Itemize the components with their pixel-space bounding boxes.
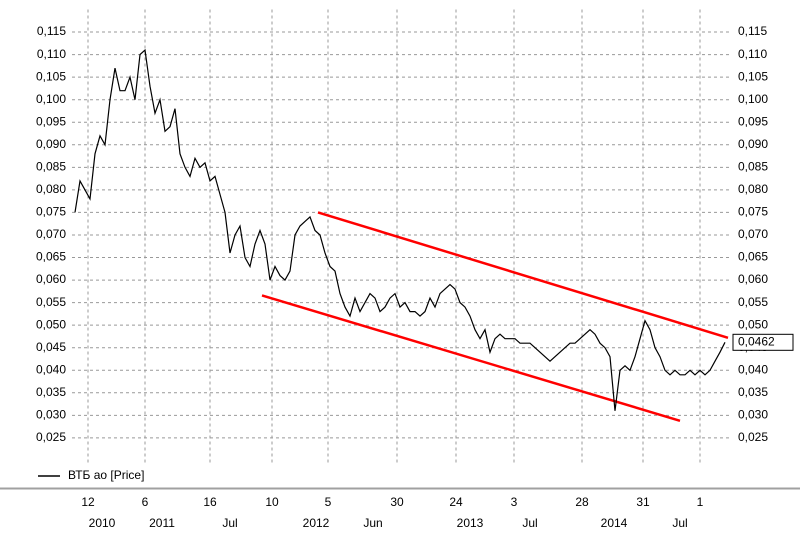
y-tick-label-right: 0,100 xyxy=(738,92,768,106)
x-tick-label: 5 xyxy=(325,495,332,509)
x-tick-label: 31 xyxy=(636,495,650,509)
y-tick-label-right: 0,075 xyxy=(738,205,768,219)
x-tick-label: 3 xyxy=(511,495,518,509)
y-tick-label: 0,040 xyxy=(36,362,66,376)
y-tick-label: 0,090 xyxy=(36,137,66,151)
y-tick-label-right: 0,040 xyxy=(738,362,768,376)
x-tick-label: 10 xyxy=(265,495,279,509)
y-tick-label: 0,045 xyxy=(36,340,66,354)
y-tick-label-right: 0,065 xyxy=(738,250,768,264)
y-tick-label: 0,115 xyxy=(37,24,66,38)
y-tick-label: 0,070 xyxy=(36,227,66,241)
x-tick-label-secondary: Jul xyxy=(522,516,537,530)
y-tick-label: 0,080 xyxy=(36,182,66,196)
last-value-box xyxy=(732,333,794,351)
y-tick-label-right: 0,030 xyxy=(738,408,768,422)
y-tick-label: 0,035 xyxy=(36,385,66,399)
line xyxy=(74,48,726,411)
x-tick-label-secondary: 2012 xyxy=(303,516,330,530)
y-tick-label-right: 0,050 xyxy=(738,317,768,331)
y-tick-label-right: 0,060 xyxy=(738,272,768,286)
x-tick-label: 24 xyxy=(449,495,463,509)
y-tick-label: 0,110 xyxy=(37,47,66,61)
x-tick-label-secondary: 2014 xyxy=(601,516,628,530)
x-tick-label-secondary: Jul xyxy=(672,516,687,530)
x-tick-label: 12 xyxy=(81,495,95,509)
x-tick-label: 28 xyxy=(575,495,589,509)
y-tick-label-right: 0,085 xyxy=(738,160,768,174)
y-tick-label-right: 0,095 xyxy=(738,114,768,128)
x-tick-label-secondary: 2010 xyxy=(89,516,116,530)
x-tick-label-secondary: 2011 xyxy=(149,516,175,530)
x-tick-label: 1 xyxy=(697,495,704,509)
legend-label: ВТБ ао [Price] xyxy=(68,468,144,482)
y-tick-label: 0,105 xyxy=(36,69,66,83)
line xyxy=(261,294,681,422)
y-tick-label-right: 0,035 xyxy=(738,385,768,399)
y-tick-label-right: 0,110 xyxy=(738,47,767,61)
y-tick-label: 0,065 xyxy=(36,250,66,264)
y-tick-label: 0,025 xyxy=(36,430,66,444)
y-tick-label: 0,055 xyxy=(36,295,66,309)
x-tick-label-secondary: Jun xyxy=(363,516,382,530)
x-tick-label: 6 xyxy=(142,495,149,509)
x-tick-label-secondary: Jul xyxy=(222,516,237,530)
y-tick-label-right: 0,025 xyxy=(738,430,768,444)
y-tick-label: 0,050 xyxy=(36,317,66,331)
y-tick-label: 0,085 xyxy=(36,160,66,174)
y-tick-label-right: 0,080 xyxy=(738,182,768,196)
y-tick-label: 0,095 xyxy=(36,114,66,128)
y-tick-label: 0,060 xyxy=(36,272,66,286)
y-tick-label-right: 0,115 xyxy=(738,24,767,38)
y-tick-label: 0,030 xyxy=(36,408,66,422)
y-tick-label-right: 0,070 xyxy=(738,227,768,241)
y-tick-label-right: 0,055 xyxy=(738,295,768,309)
x-tick-label: 30 xyxy=(390,495,404,509)
line xyxy=(317,211,729,339)
x-tick-label-secondary: 2013 xyxy=(457,516,484,530)
y-tick-label-right: 0,090 xyxy=(738,137,768,151)
y-tick-label: 0,075 xyxy=(36,205,66,219)
y-tick-label: 0,100 xyxy=(36,92,66,106)
y-tick-label-right: 0,105 xyxy=(738,69,768,83)
x-tick-label: 16 xyxy=(203,495,217,509)
last-value-label: 0,0462 xyxy=(738,334,775,348)
